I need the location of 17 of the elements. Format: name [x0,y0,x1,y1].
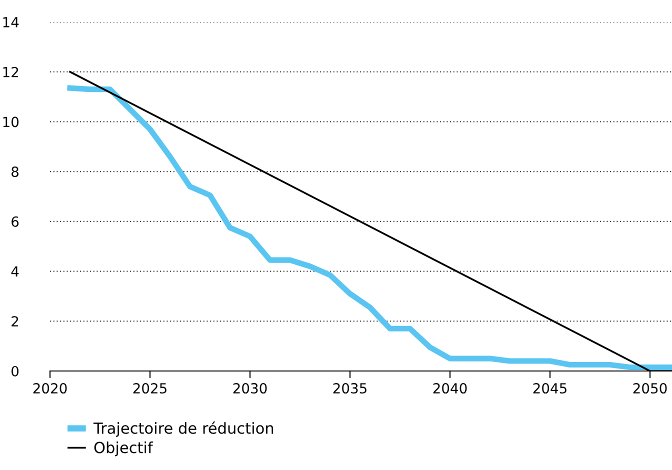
x-tick-label: 2020 [33,383,67,394]
y-tick-label: 10 [3,116,19,128]
legend-label: Trajectoire de réduction [93,421,274,437]
y-tick-label: 0 [12,366,19,376]
x-tick-label: 2030 [233,383,267,394]
y-tick-label: 6 [12,216,19,227]
x-tick-label: 2040 [433,383,467,394]
x-tick-label: 2050 [633,383,667,394]
y-tick-label: 4 [11,266,19,277]
y-tick-label: 8 [12,166,18,178]
x-tick-label: 2025 [133,383,166,394]
y-tick-label: 12 [3,66,18,78]
y-tick-label: 2 [12,316,18,326]
y-tick-label: 14 [3,17,19,28]
legend-label: Objectif [94,441,154,456]
x-tick-label: 2035 [333,383,366,394]
x-tick-label: 2045 [533,383,566,394]
